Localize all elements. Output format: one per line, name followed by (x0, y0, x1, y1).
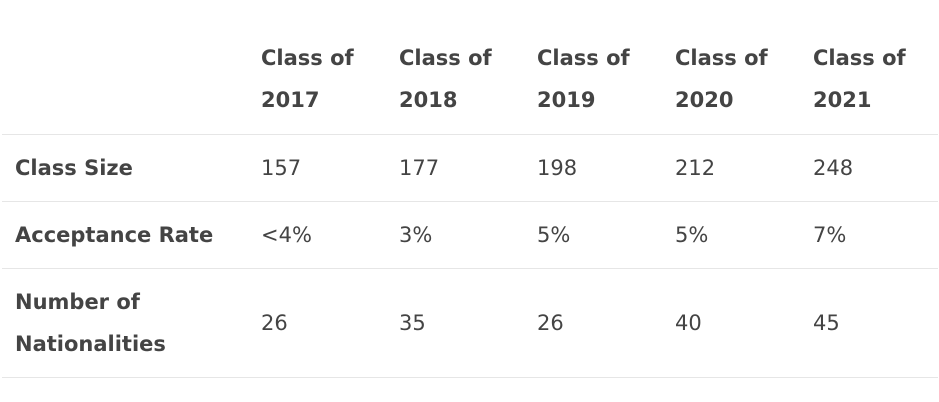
column-header-line: Class of (537, 46, 630, 70)
row-label-line: Number of (15, 290, 140, 314)
table-cell: 35 (399, 311, 426, 335)
header-corner-cell (2, 34, 248, 135)
column-header-year: 2018 (399, 88, 458, 112)
table-cell: 5% (675, 223, 709, 247)
table-cell: 40 (675, 311, 702, 335)
column-header-year: 2019 (537, 88, 596, 112)
column-header-line: Class of (399, 46, 492, 70)
column-header-year: 2020 (675, 88, 734, 112)
table-cell: 45 (813, 311, 840, 335)
column-header-line: Class of (813, 46, 906, 70)
class-statistics-table: Class of 2017 Class of 2018 Class of 2019 C… (2, 34, 938, 378)
column-header-year: 2021 (813, 88, 872, 112)
table-row-acceptance-rate: Acceptance Rate <4% 3% 5% 5% 7% (2, 202, 938, 269)
table-row-class-size: Class Size 157 177 198 212 248 (2, 135, 938, 202)
table-cell: <4% (261, 223, 312, 247)
table-cell: 248 (813, 156, 854, 180)
table-cell: 3% (399, 223, 433, 247)
table-cell: 7% (813, 223, 847, 247)
table-cell: 198 (537, 156, 578, 180)
table-cell: 26 (537, 311, 564, 335)
column-header-line: Class of (261, 46, 354, 70)
row-label-number-of-nationalities: Number of Nationalities (2, 269, 248, 378)
table-cell: 157 (261, 156, 302, 180)
column-header-class-of-2018: Class of 2018 (386, 34, 524, 135)
table-cell: 177 (399, 156, 440, 180)
column-header-year: 2017 (261, 88, 320, 112)
column-header-class-of-2021: Class of 2021 (800, 34, 938, 135)
table-row-number-of-nationalities: Number of Nationalities 26 35 26 40 45 (2, 269, 938, 378)
column-header-class-of-2020: Class of 2020 (662, 34, 800, 135)
table-cell: 5% (537, 223, 571, 247)
column-header-line: Class of (675, 46, 768, 70)
row-label-line: Nationalities (15, 332, 166, 356)
table-cell: 212 (675, 156, 716, 180)
table-cell: 26 (261, 311, 288, 335)
table-header-row: Class of 2017 Class of 2018 Class of 2019 C… (2, 34, 938, 135)
row-label-acceptance-rate: Acceptance Rate (15, 223, 214, 247)
row-label-class-size: Class Size (15, 156, 133, 180)
column-header-class-of-2017: Class of 2017 (248, 34, 386, 135)
column-header-class-of-2019: Class of 2019 (524, 34, 662, 135)
